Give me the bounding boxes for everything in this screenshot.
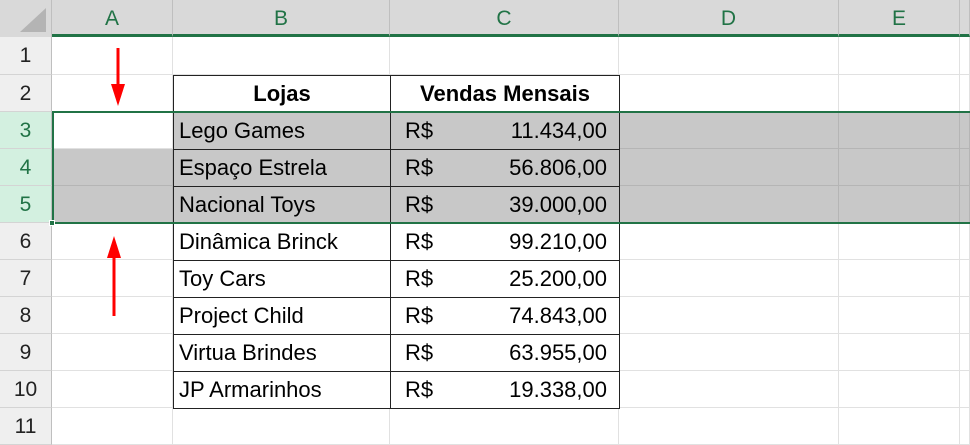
up-arrow-icon xyxy=(107,236,121,316)
cell[interactable] xyxy=(619,186,839,223)
fill-handle[interactable] xyxy=(49,220,55,226)
cell[interactable] xyxy=(619,334,839,371)
row-header-1[interactable]: 1 xyxy=(0,37,52,75)
cell[interactable] xyxy=(619,37,839,75)
store-name-cell: Espaço Estrela xyxy=(173,149,391,187)
row-header-3[interactable]: 3 xyxy=(0,112,52,149)
column-header-C[interactable]: C xyxy=(390,0,619,37)
sales-value-cell: R$ 63.955,00 xyxy=(390,334,620,372)
row-header-4[interactable]: 4 xyxy=(0,149,52,186)
cell[interactable] xyxy=(52,334,173,371)
cell[interactable] xyxy=(619,297,839,334)
cell[interactable] xyxy=(619,260,839,297)
active-cell-A3[interactable] xyxy=(52,112,173,149)
cell[interactable] xyxy=(839,297,960,334)
currency-symbol: R$ xyxy=(405,266,434,291)
column-header-D[interactable]: D xyxy=(619,0,839,37)
sales-value: 19.338,00 xyxy=(509,377,607,402)
row-header-10[interactable]: 10 xyxy=(0,371,52,408)
cell[interactable] xyxy=(839,37,960,75)
store-name-cell: Virtua Brindes xyxy=(173,334,391,372)
table-header-lojas: Lojas xyxy=(173,75,391,113)
sales-value-cell: R$ 74.843,00 xyxy=(390,297,620,335)
cell[interactable] xyxy=(839,371,960,408)
select-all-triangle-icon xyxy=(20,8,46,32)
cell[interactable] xyxy=(173,37,390,75)
cell[interactable] xyxy=(619,112,839,149)
store-name-cell: Nacional Toys xyxy=(173,186,391,224)
store-name-cell: Lego Games xyxy=(173,112,391,150)
store-name-cell: Dinâmica Brinck xyxy=(173,223,391,261)
cell[interactable] xyxy=(619,223,839,260)
cell[interactable] xyxy=(52,37,173,75)
sales-value: 74.843,00 xyxy=(509,303,607,328)
cell[interactable] xyxy=(839,260,960,297)
sales-value-cell: R$ 11.434,00 xyxy=(390,112,620,150)
column-header-A[interactable]: A xyxy=(52,0,173,37)
cell[interactable] xyxy=(839,112,960,149)
row-header-6[interactable]: 6 xyxy=(0,223,52,260)
table-header-vendas: Vendas Mensais xyxy=(390,75,620,113)
cell[interactable] xyxy=(839,334,960,371)
sales-value-cell: R$ 56.806,00 xyxy=(390,149,620,187)
sales-value-cell: R$ 19.338,00 xyxy=(390,371,620,409)
cell[interactable] xyxy=(839,186,960,223)
cell[interactable] xyxy=(52,149,173,186)
cell[interactable] xyxy=(52,371,173,408)
sales-value: 99.210,00 xyxy=(509,229,607,254)
row-header-7[interactable]: 7 xyxy=(0,260,52,297)
sales-value: 11.434,00 xyxy=(510,118,607,143)
cell[interactable] xyxy=(839,223,960,260)
store-name-cell: Toy Cars xyxy=(173,260,391,298)
column-header-E[interactable]: E xyxy=(839,0,960,37)
cell[interactable] xyxy=(52,297,173,334)
currency-symbol: R$ xyxy=(405,229,434,254)
column-header-B[interactable]: B xyxy=(173,0,390,37)
row-header-2[interactable]: 2 xyxy=(0,75,52,112)
down-arrow-icon xyxy=(111,48,125,106)
sales-value: 56.806,00 xyxy=(509,155,607,180)
cell[interactable] xyxy=(390,37,619,75)
row-header-9[interactable]: 9 xyxy=(0,334,52,371)
sales-value: 25.200,00 xyxy=(509,266,607,291)
sales-value-cell: R$ 25.200,00 xyxy=(390,260,620,298)
currency-symbol: R$ xyxy=(405,303,434,328)
sales-value: 39.000,00 xyxy=(509,192,607,217)
currency-symbol: R$ xyxy=(405,118,434,143)
sales-value: 63.955,00 xyxy=(509,340,607,365)
currency-symbol: R$ xyxy=(405,340,434,365)
currency-symbol: R$ xyxy=(405,377,434,402)
cell[interactable] xyxy=(619,149,839,186)
select-all-button[interactable] xyxy=(0,0,52,37)
cell[interactable] xyxy=(839,149,960,186)
store-name-cell: JP Armarinhos xyxy=(173,371,391,409)
currency-symbol: R$ xyxy=(405,192,434,217)
currency-symbol: R$ xyxy=(405,155,434,180)
cell[interactable] xyxy=(52,186,173,223)
row-header-8[interactable]: 8 xyxy=(0,297,52,334)
cell[interactable] xyxy=(619,371,839,408)
sales-value-cell: R$ 99.210,00 xyxy=(390,223,620,261)
row-header-11[interactable]: 11 xyxy=(0,408,52,445)
row-header-5[interactable]: 5 xyxy=(0,186,52,223)
